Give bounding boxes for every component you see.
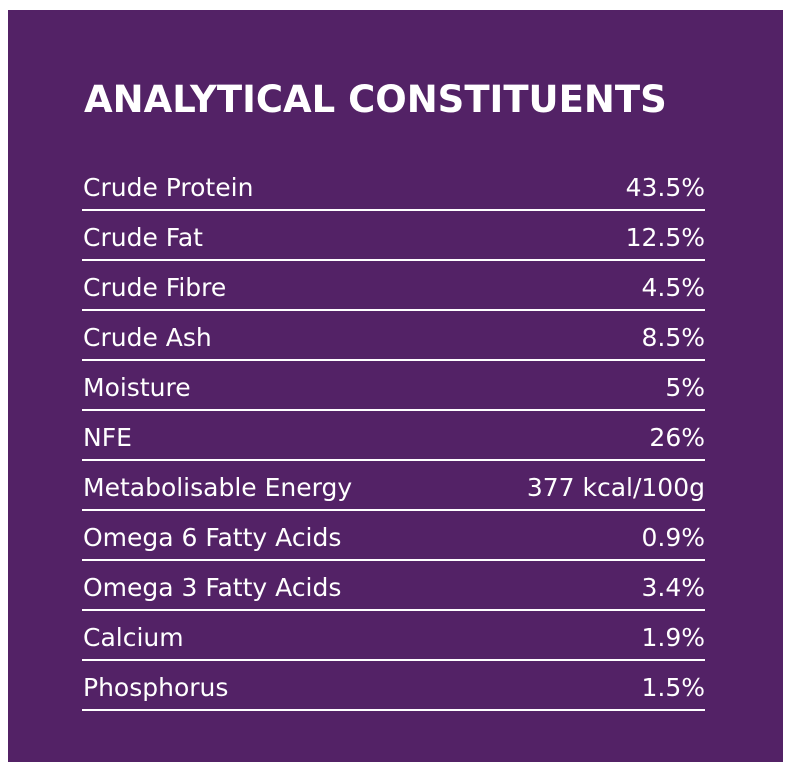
row-value: 0.9% [641, 523, 705, 552]
row-label: Calcium [83, 623, 184, 652]
table-row: Omega 3 Fatty Acids 3.4% [82, 561, 705, 611]
row-label: Crude Protein [83, 173, 254, 202]
row-value: 26% [649, 423, 705, 452]
row-label: Metabolisable Energy [83, 473, 353, 502]
analytical-constituents-panel: ANALYTICAL CONSTITUENTS Crude Protein 43… [8, 10, 783, 762]
row-label: Moisture [83, 373, 191, 402]
row-value: 377 kcal/100g [526, 473, 705, 502]
panel-title: ANALYTICAL CONSTITUENTS [84, 78, 667, 121]
table-row: Crude Ash 8.5% [82, 311, 705, 361]
row-value: 4.5% [641, 273, 705, 302]
row-value: 12.5% [625, 223, 705, 252]
table-row: Moisture 5% [82, 361, 705, 411]
row-label: Crude Fibre [83, 273, 227, 302]
row-value: 1.5% [641, 673, 705, 702]
table-row: Crude Protein 43.5% [82, 161, 705, 211]
table-row: Calcium 1.9% [82, 611, 705, 661]
row-value: 43.5% [625, 173, 705, 202]
row-label: NFE [83, 423, 132, 452]
row-label: Omega 6 Fatty Acids [83, 523, 342, 552]
table-row: Omega 6 Fatty Acids 0.9% [82, 511, 705, 561]
row-value: 8.5% [641, 323, 705, 352]
row-label: Crude Ash [83, 323, 212, 352]
row-label: Phosphorus [83, 673, 229, 702]
row-value: 5% [665, 373, 705, 402]
table-row: NFE 26% [82, 411, 705, 461]
row-label: Omega 3 Fatty Acids [83, 573, 342, 602]
table-row: Phosphorus 1.5% [82, 661, 705, 711]
table-row: Metabolisable Energy 377 kcal/100g [82, 461, 705, 511]
table-row: Crude Fibre 4.5% [82, 261, 705, 311]
table-row: Crude Fat 12.5% [82, 211, 705, 261]
row-value: 3.4% [641, 573, 705, 602]
row-label: Crude Fat [83, 223, 203, 252]
constituents-table: Crude Protein 43.5% Crude Fat 12.5% Crud… [82, 161, 705, 711]
row-value: 1.9% [641, 623, 705, 652]
